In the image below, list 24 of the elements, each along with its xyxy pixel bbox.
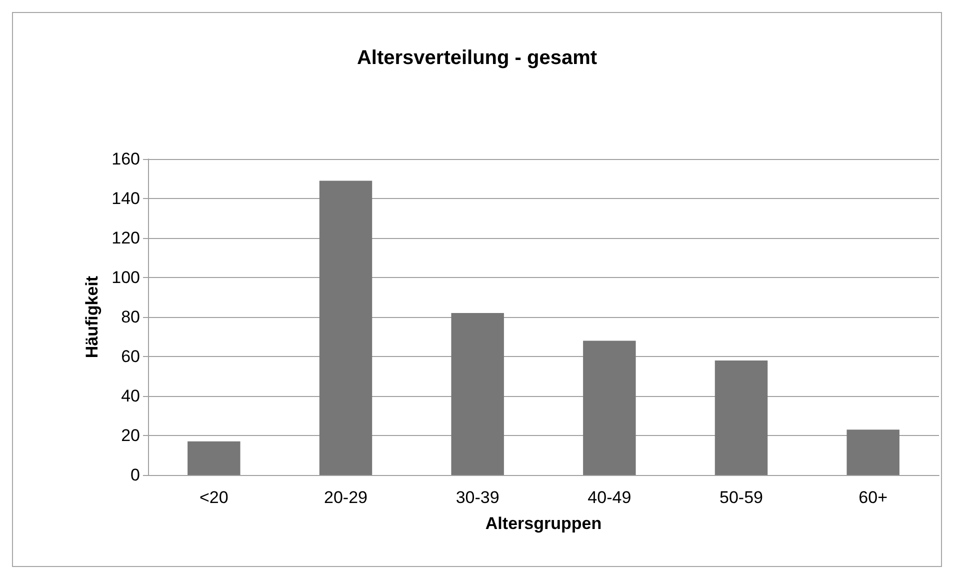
bar: [846, 430, 900, 475]
y-tick-label: 120: [112, 228, 140, 248]
x-tick-label: 30-39: [456, 488, 500, 507]
bar: [583, 340, 636, 475]
bar: [714, 360, 768, 475]
y-tick-label: 20: [121, 426, 140, 445]
x-tick-label: 40-49: [588, 488, 632, 507]
y-tick-label: 60: [121, 347, 140, 366]
y-tick-label: 0: [130, 466, 140, 484]
chart-title: Altersverteilung - gesamt: [356, 47, 598, 69]
y-tick-label: 100: [112, 268, 140, 287]
x-tick-label: 20-29: [324, 488, 368, 507]
x-axis-title: Altersgruppen: [485, 514, 602, 533]
y-tick-label: 160: [112, 150, 140, 168]
y-tick-label: 140: [112, 189, 140, 208]
x-tick-label: <20: [199, 488, 228, 507]
x-tick-label: 50-59: [720, 488, 763, 507]
bar: [319, 180, 372, 475]
y-tick-label: 80: [121, 308, 140, 326]
y-tick-label: 40: [121, 386, 140, 406]
bar: [188, 441, 240, 475]
bar: [451, 313, 504, 475]
x-tick-label: 60+: [858, 488, 888, 507]
y-axis-title: Häufigkeit: [82, 276, 102, 358]
